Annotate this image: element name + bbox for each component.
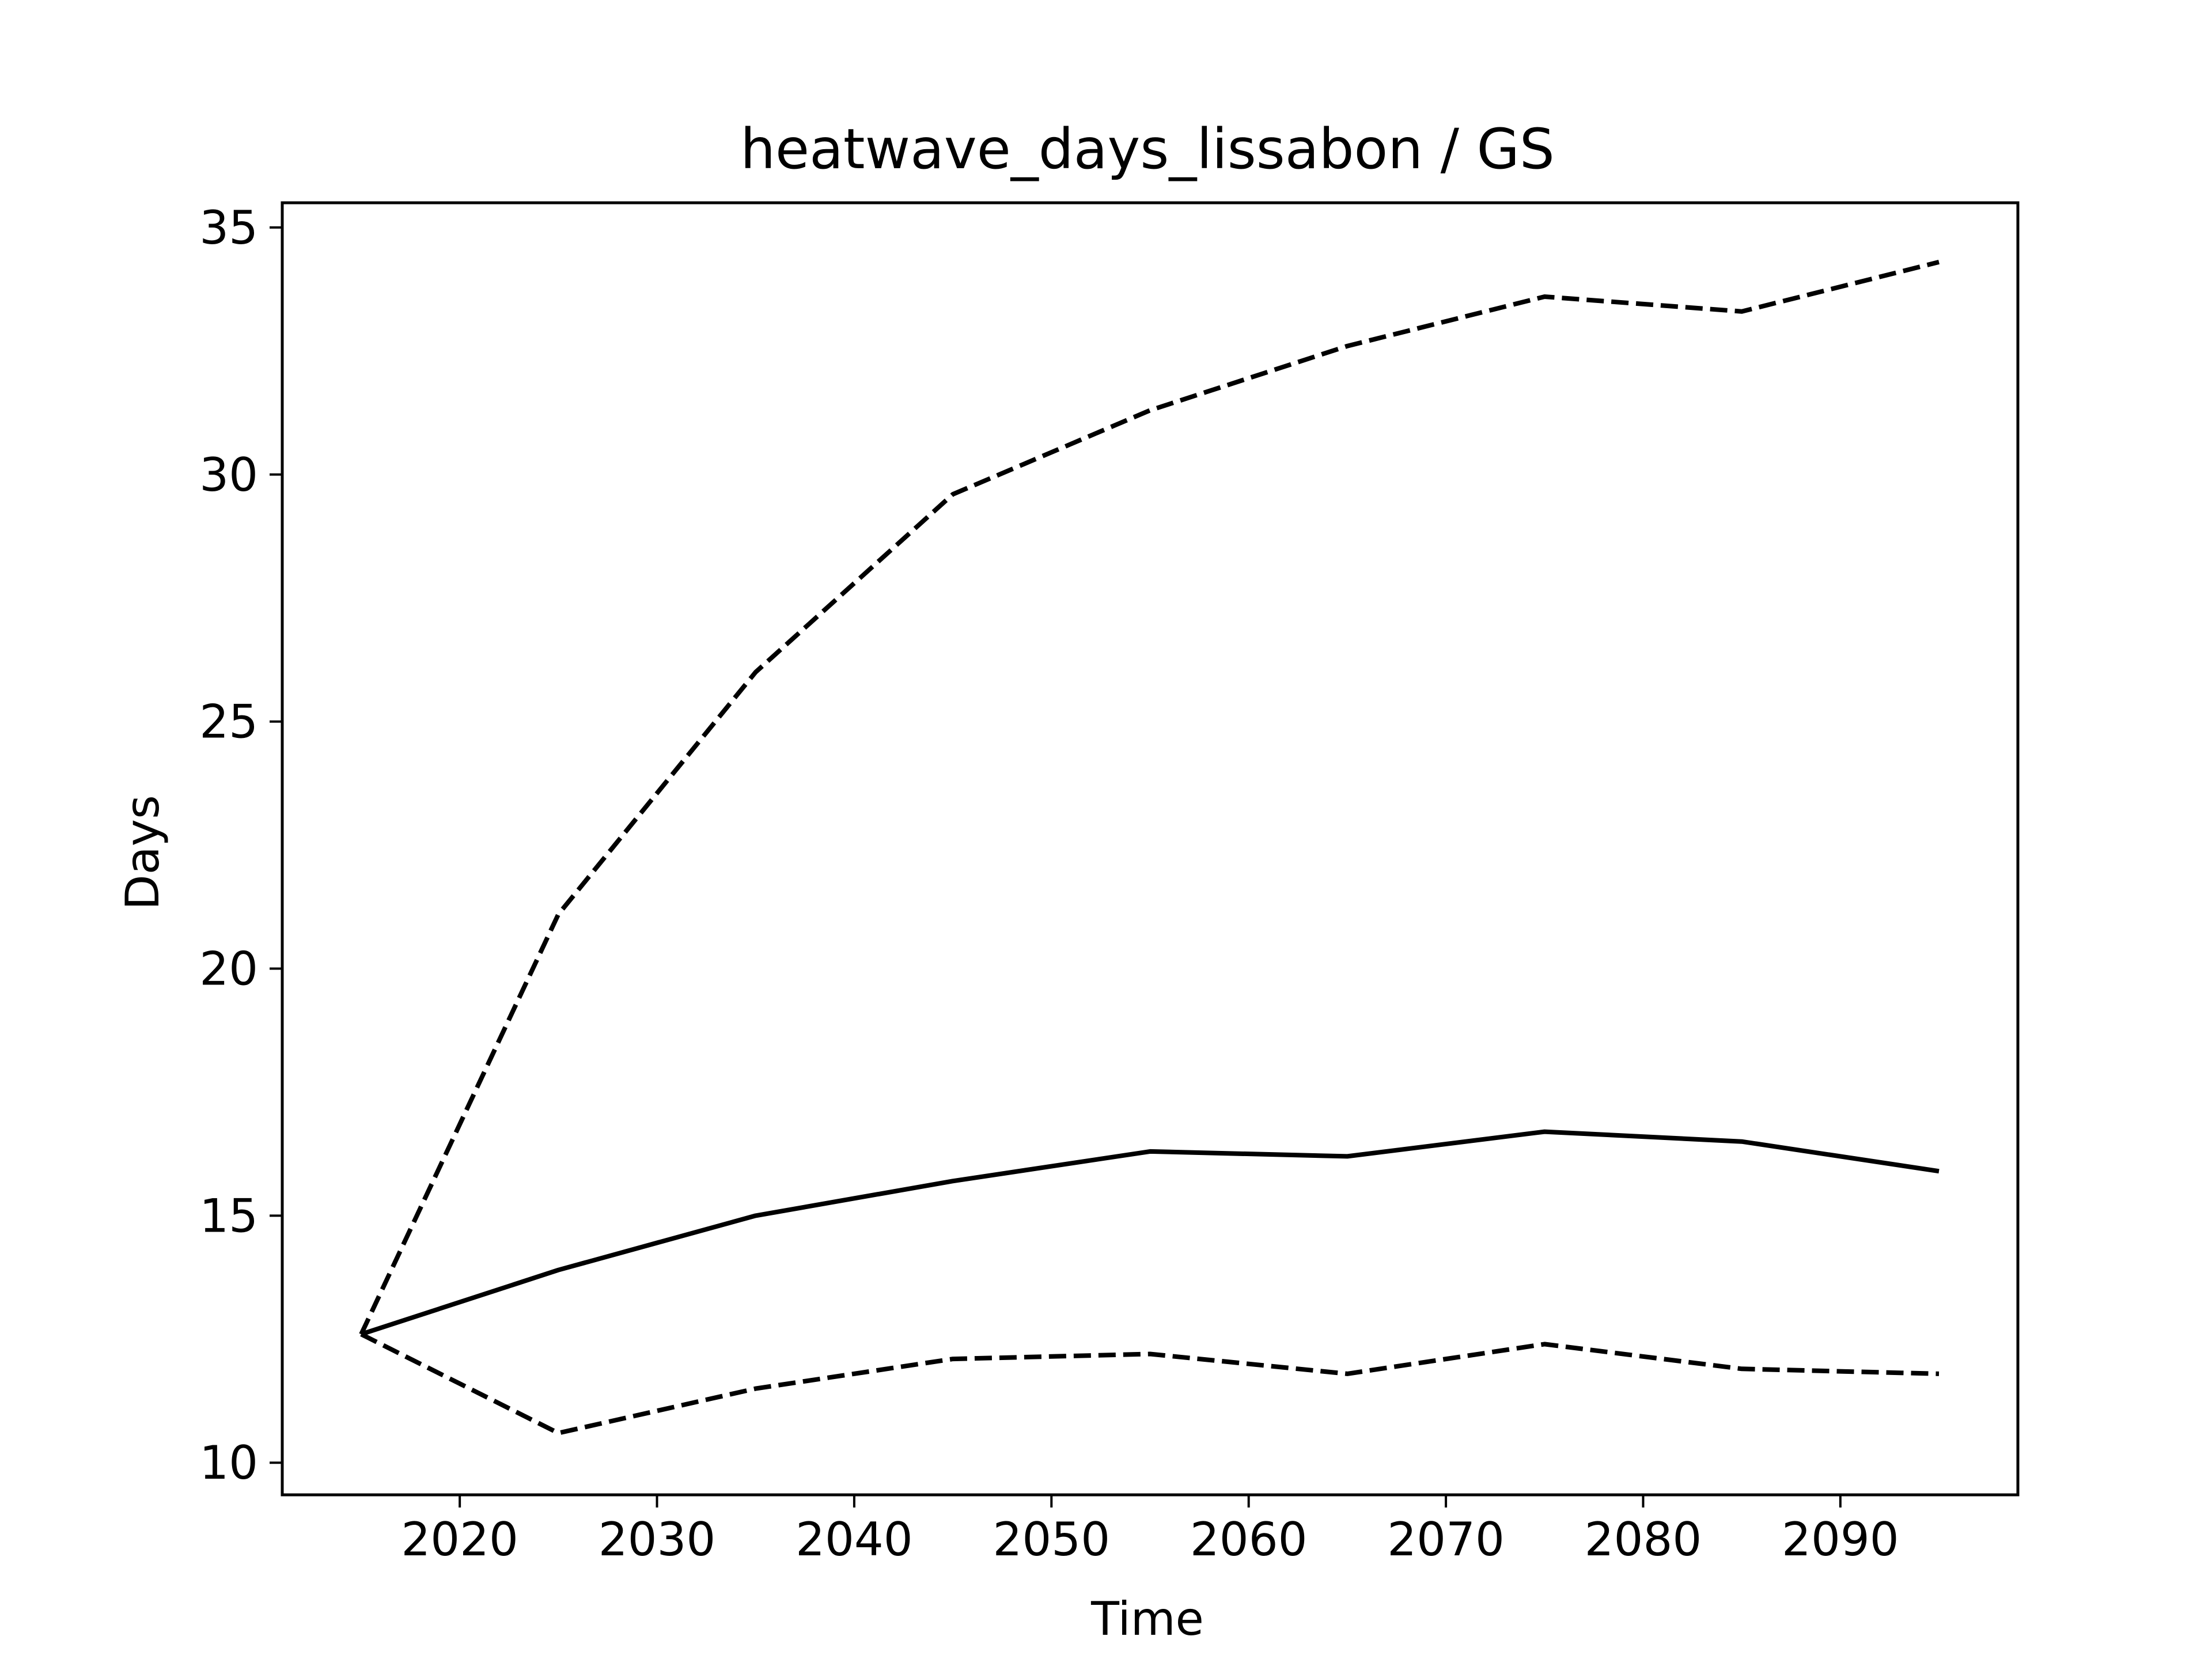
y-tick-label: 25: [199, 695, 258, 749]
x-tick-label: 2020: [401, 1513, 518, 1566]
series-line-3: [360, 1332, 1940, 1435]
chart-title: heatwave_days_lissabon / GS: [740, 117, 1555, 181]
x-tick-label: 2090: [1782, 1513, 1899, 1566]
y-tick-label: 30: [199, 448, 258, 502]
x-tick-label: 2070: [1387, 1513, 1505, 1566]
series-line-2: [359, 260, 1940, 1335]
y-tick-label: 20: [199, 942, 258, 996]
y-axis-label: Days: [116, 795, 169, 910]
x-tick-label: 2060: [1190, 1513, 1308, 1566]
y-tick-label: 10: [199, 1436, 258, 1490]
series-line-1: [360, 1129, 1940, 1337]
x-tick-label: 2080: [1585, 1513, 1702, 1566]
plot-frame: [281, 201, 2020, 1497]
x-tick-label: 2050: [993, 1513, 1111, 1566]
x-axis-label: Time: [1090, 1592, 1204, 1646]
x-tick-label: 2040: [796, 1513, 913, 1566]
series-layer: [359, 260, 1940, 1435]
tick-layer: 2020 2030 2040 2050 2060 2070 2080 2090 10 15 20 25…: [199, 201, 1899, 1566]
y-tick-label: 35: [199, 201, 258, 255]
x-tick-label: 2030: [599, 1513, 716, 1566]
y-tick-label: 15: [199, 1189, 258, 1243]
